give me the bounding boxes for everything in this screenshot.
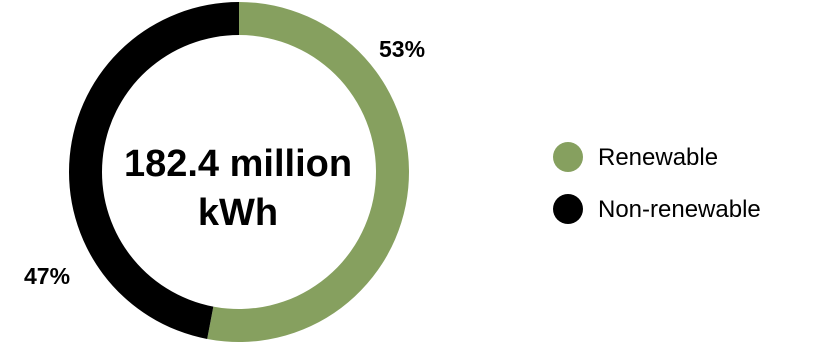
slice-non-renewable (69, 2, 239, 339)
legend-label-renewable: Renewable (598, 144, 718, 171)
legend-swatch-renewable (553, 142, 583, 172)
center-label-line-1: 182.4 million (124, 143, 352, 185)
center-label-line-2: kWh (198, 192, 278, 234)
legend-swatch-non-renewable (553, 194, 583, 224)
legend: Renewable Non-renewable (553, 142, 761, 224)
legend-item-renewable: Renewable (553, 142, 718, 172)
legend-label-non-renewable: Non-renewable (598, 196, 761, 223)
slice-renewable (207, 2, 410, 342)
slice-label-non-renewable: 47% (24, 263, 70, 289)
legend-item-non-renewable: Non-renewable (553, 194, 761, 224)
slice-label-renewable: 53% (379, 36, 425, 62)
donut-slices (69, 2, 410, 342)
